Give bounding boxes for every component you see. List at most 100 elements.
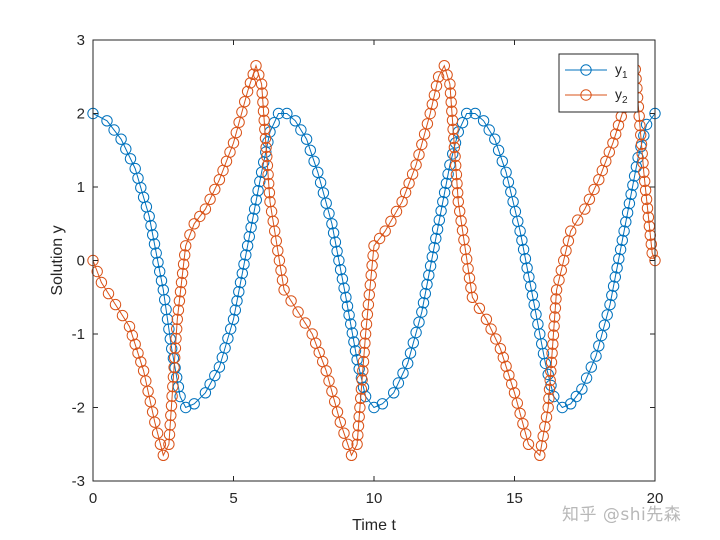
data-point-y2 xyxy=(263,177,275,190)
data-point-y2 xyxy=(165,400,178,412)
data-point-y2 xyxy=(256,87,268,99)
data-point-y2 xyxy=(357,365,369,377)
data-point-y1 xyxy=(469,107,481,120)
data-point-y2 xyxy=(641,202,654,214)
data-point-y2 xyxy=(261,159,274,172)
data-point-y2 xyxy=(543,392,555,405)
data-point-y1 xyxy=(240,249,252,261)
plot-area xyxy=(87,59,661,461)
data-point-y2 xyxy=(638,166,650,179)
data-point-y2 xyxy=(326,385,338,397)
data-point-y2 xyxy=(466,291,479,303)
data-point-y1 xyxy=(607,280,620,292)
data-point-y2 xyxy=(506,378,518,390)
x-tick-label: 20 xyxy=(647,490,664,507)
data-point-y1 xyxy=(357,381,370,393)
data-point-y1 xyxy=(327,227,340,239)
data-point-y1 xyxy=(435,205,447,217)
data-point-y2 xyxy=(456,224,469,237)
data-point-y1 xyxy=(247,212,259,224)
data-point-y2 xyxy=(177,258,190,270)
data-point-y2 xyxy=(244,77,257,89)
data-point-y2 xyxy=(452,187,464,199)
x-axis-label: Time t xyxy=(352,517,396,534)
data-point-y1 xyxy=(526,289,539,302)
data-point-y1 xyxy=(236,267,249,280)
data-point-y1 xyxy=(517,243,530,256)
data-point-y1 xyxy=(611,262,623,274)
data-point-y2 xyxy=(260,141,272,154)
data-point-y2 xyxy=(588,183,600,196)
data-point-y2 xyxy=(167,371,180,383)
data-point-y2 xyxy=(123,320,136,333)
data-point-y2 xyxy=(166,390,178,402)
data-point-y2 xyxy=(547,329,560,341)
data-point-y2 xyxy=(261,150,273,163)
data-point-y2 xyxy=(95,276,108,289)
data-point-y1 xyxy=(188,398,200,410)
data-point-y2 xyxy=(365,269,377,281)
data-point-y2 xyxy=(368,240,380,252)
data-point-y1 xyxy=(618,225,630,237)
data-point-y2 xyxy=(342,438,354,450)
data-point-y2 xyxy=(352,420,365,432)
data-point-y2 xyxy=(430,80,443,92)
data-point-y2 xyxy=(579,203,591,215)
data-point-y2 xyxy=(116,309,129,322)
data-point-y1 xyxy=(516,234,528,247)
data-point-y1 xyxy=(289,115,301,127)
data-point-y1 xyxy=(521,262,533,274)
data-point-y2 xyxy=(257,96,269,108)
data-point-y2 xyxy=(199,203,212,215)
data-point-y2 xyxy=(363,289,375,301)
series-y1 xyxy=(87,107,661,414)
data-point-y2 xyxy=(636,147,648,160)
data-point-y2 xyxy=(450,159,462,172)
series-y2 xyxy=(87,59,661,461)
data-point-y1 xyxy=(417,297,430,309)
data-point-y2 xyxy=(503,369,515,381)
data-point-y2 xyxy=(233,116,245,129)
data-point-y1 xyxy=(609,271,621,283)
data-point-y2 xyxy=(163,428,176,441)
data-point-y2 xyxy=(634,119,646,132)
data-point-y2 xyxy=(171,313,184,325)
data-point-y2 xyxy=(149,416,161,428)
data-point-y1 xyxy=(155,275,168,287)
data-point-y2 xyxy=(292,306,304,318)
data-point-y1 xyxy=(351,354,363,366)
data-point-y2 xyxy=(444,87,457,99)
data-point-y2 xyxy=(426,98,438,111)
data-point-y2 xyxy=(639,184,652,197)
data-point-y2 xyxy=(167,380,179,393)
data-point-y1 xyxy=(413,316,425,328)
data-point-y2 xyxy=(367,249,379,262)
data-point-y2 xyxy=(522,438,535,450)
data-point-y1 xyxy=(442,168,454,180)
data-point-y2 xyxy=(416,138,428,151)
data-point-y2 xyxy=(637,157,649,169)
data-point-y1 xyxy=(477,115,490,127)
data-point-y2 xyxy=(583,193,596,206)
data-point-y1 xyxy=(231,295,243,307)
data-point-y2 xyxy=(102,287,115,300)
data-point-y1 xyxy=(250,194,262,206)
axes: 0 5 10 15 20 -3 -2 -1 0 1 2 3 Time t Solution y xyxy=(49,32,663,534)
data-point-y2 xyxy=(542,401,554,414)
data-point-y2 xyxy=(413,149,425,161)
data-point-y2 xyxy=(485,323,497,335)
data-point-y2 xyxy=(164,419,176,431)
data-point-y2 xyxy=(236,106,248,118)
data-point-y2 xyxy=(646,247,658,259)
y-tick-label: 2 xyxy=(77,106,85,123)
legend-box xyxy=(558,53,639,113)
data-point-y2 xyxy=(262,168,274,181)
data-point-y2 xyxy=(544,374,556,387)
data-point-y2 xyxy=(447,123,459,136)
data-point-y1 xyxy=(295,124,307,136)
data-point-y1 xyxy=(233,286,245,298)
data-point-y2 xyxy=(355,392,367,404)
data-point-y2 xyxy=(459,243,471,256)
data-point-y1 xyxy=(595,329,608,342)
data-point-y1 xyxy=(143,210,155,223)
